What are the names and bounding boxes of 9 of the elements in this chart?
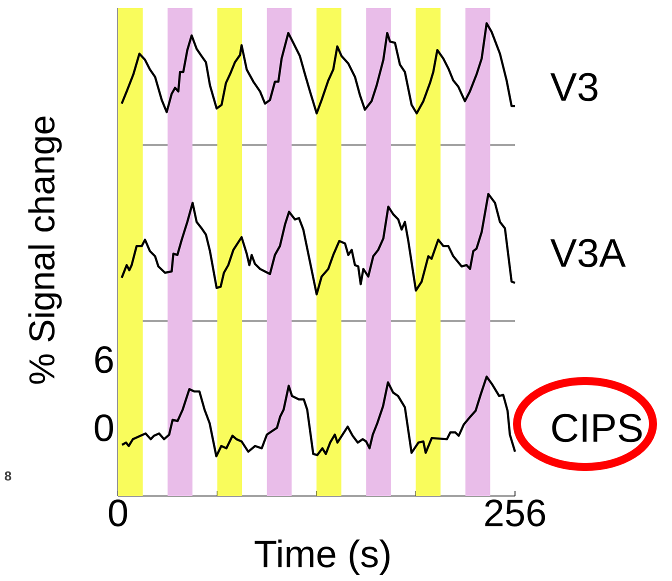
series-label: V3A xyxy=(550,238,626,268)
x-tick-label: 256 xyxy=(485,500,546,526)
y-tick-label: 6 xyxy=(95,346,113,374)
series-label: V3 xyxy=(550,72,598,102)
y-axis-title: % Signal change xyxy=(28,116,62,384)
line-series xyxy=(120,376,516,458)
series-label: CIPS xyxy=(552,414,642,442)
text: 8 xyxy=(4,471,12,481)
x-axis-title: Time (s) xyxy=(254,540,390,575)
